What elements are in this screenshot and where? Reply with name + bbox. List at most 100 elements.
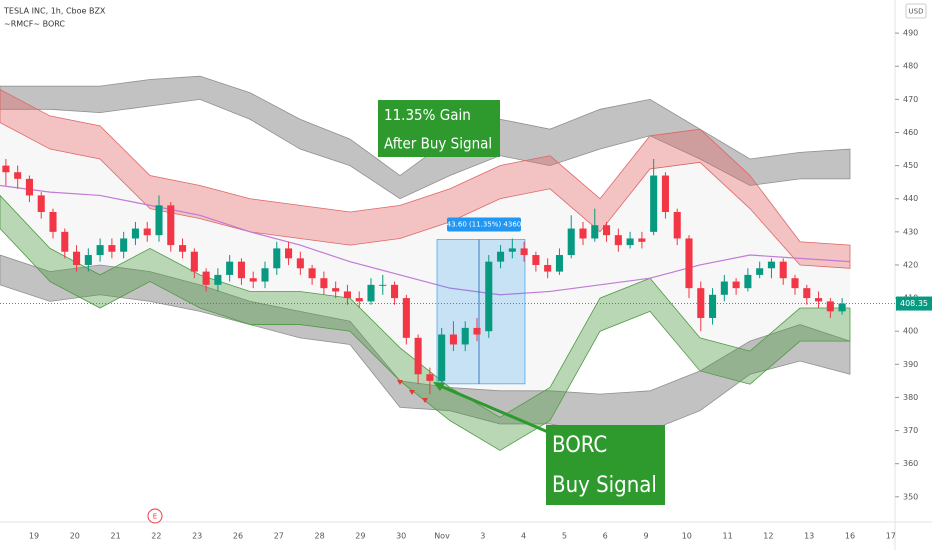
candle-body: [591, 225, 599, 239]
last-price-box: [896, 296, 932, 311]
candle-body: [190, 251, 198, 272]
y-tick-label: 470: [903, 95, 918, 104]
candle-body: [732, 281, 740, 289]
candle-body: [285, 248, 293, 259]
signal-triangle: [409, 390, 415, 395]
y-tick-label: 490: [903, 29, 918, 38]
candle-body: [650, 175, 658, 232]
annotation-text: Buy Signal: [552, 473, 657, 498]
candle-body: [485, 261, 493, 332]
y-tick-label: 390: [903, 360, 918, 369]
candle-body: [367, 284, 375, 302]
candle-body: [473, 327, 481, 335]
candle-body: [673, 211, 681, 239]
candle-body: [131, 228, 139, 239]
candle-body: [555, 255, 563, 272]
moving-average: [0, 184, 851, 296]
x-tick-label: 19: [29, 532, 39, 541]
candle-body: [838, 303, 846, 312]
candle-body: [614, 235, 622, 246]
candle-body: [155, 205, 163, 236]
y-tick-label: 420: [903, 260, 918, 269]
y-tick-label: 350: [903, 492, 918, 501]
annotation-box: [546, 425, 665, 505]
candle-body: [709, 294, 717, 318]
candle-body: [355, 298, 363, 302]
candle-body: [661, 175, 669, 212]
candle-body: [603, 225, 611, 236]
y-tick-label: 430: [903, 227, 918, 236]
chart-title: TESLA INC, 1h, Cboe BZX: [3, 7, 106, 16]
candle-body: [261, 268, 269, 282]
y-tick-label: 380: [903, 393, 918, 402]
x-tick-label: 26: [233, 532, 243, 541]
currency-label: USD: [909, 8, 924, 16]
candle-body: [520, 248, 528, 256]
x-tick-label: 27: [274, 532, 284, 541]
x-tick-label: Nov: [434, 532, 450, 541]
candle-body: [379, 284, 387, 286]
candle-body: [391, 284, 399, 299]
annotation-text: BORC: [552, 433, 607, 458]
y-tick-label: 400: [903, 327, 918, 336]
measure-box: [436, 239, 526, 385]
last-price-label: 408.35: [900, 299, 928, 308]
candle-body: [402, 298, 410, 338]
candle-body: [84, 255, 92, 265]
y-tick-label: 440: [903, 194, 918, 203]
x-tick-label: 21: [111, 532, 121, 541]
candle-body: [532, 255, 540, 265]
x-tick-label: 22: [151, 532, 161, 541]
candle-body: [14, 172, 22, 179]
annotation-arrow: [437, 383, 549, 434]
x-tick-label: 11: [723, 532, 733, 541]
x-tick-label: 16: [845, 532, 855, 541]
annotation-text: 11.35% Gain: [384, 106, 471, 124]
candle-body: [544, 264, 552, 272]
x-tick-label: 4: [521, 532, 526, 541]
candle-body: [449, 334, 457, 345]
candle-body: [2, 165, 10, 173]
candle-body: [426, 374, 434, 381]
x-tick-label: 29: [355, 532, 365, 541]
x-tick-label: 12: [763, 532, 773, 541]
candle-body: [438, 334, 446, 381]
y-tick-label: 480: [903, 62, 918, 71]
candle-body: [826, 301, 834, 312]
upper-gray-band: [0, 75, 851, 200]
candle-body: [744, 274, 752, 289]
candle-body: [25, 178, 33, 196]
candle-body: [226, 261, 234, 275]
candle-body: [96, 245, 104, 256]
y-tick-label: 370: [903, 426, 918, 435]
candle-body: [685, 238, 693, 289]
x-tick-label: 5: [562, 532, 567, 541]
x-tick-label: 20: [70, 532, 80, 541]
candle-body: [320, 278, 328, 289]
y-tick-label: 360: [903, 459, 918, 468]
indicator-name: ~RMCF~ BORC: [4, 20, 65, 29]
measure-label: 43.60 (11.35%) 4360: [447, 220, 521, 228]
x-tick-label: 9: [643, 532, 648, 541]
candle-body: [108, 245, 116, 252]
x-tick-label: 30: [396, 532, 406, 541]
x-tick-label: 6: [603, 532, 608, 541]
candle-body: [179, 245, 187, 252]
earnings-label: E: [153, 513, 157, 521]
candle-body: [791, 278, 799, 289]
candle-body: [638, 238, 646, 242]
candle-body: [249, 278, 257, 282]
x-tick-label: 13: [804, 532, 814, 541]
candle-body: [697, 288, 705, 318]
candle-body: [296, 258, 304, 269]
candle-body: [73, 251, 81, 265]
candle-body: [49, 211, 57, 232]
candle-body: [143, 228, 151, 236]
candle-body: [414, 337, 422, 375]
candle-body: [567, 228, 575, 256]
candle-body: [497, 251, 505, 262]
y-tick-label: 460: [903, 128, 918, 137]
earnings-marker: [147, 508, 163, 524]
candle-body: [37, 195, 45, 212]
